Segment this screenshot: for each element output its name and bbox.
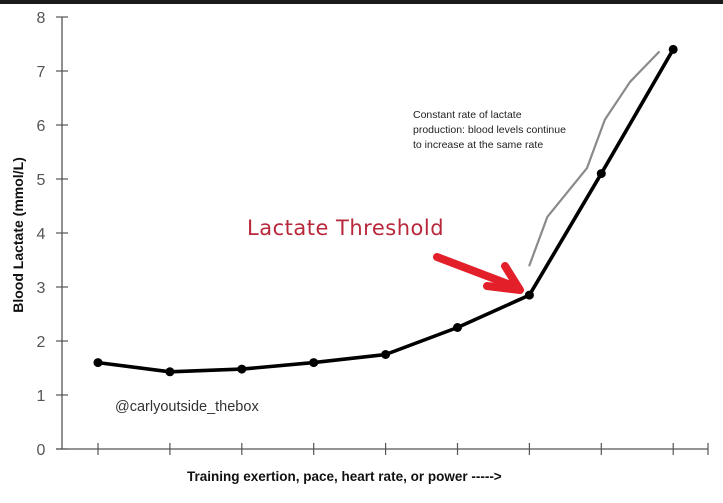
- data-point: [309, 358, 319, 368]
- data-point: [668, 44, 678, 54]
- lactate-series: [93, 44, 678, 377]
- reference-line: [528, 50, 660, 267]
- data-point: [237, 364, 247, 374]
- threshold-arrow-icon: [433, 253, 524, 294]
- top-border: [0, 0, 723, 4]
- y-tick-label: 1: [37, 388, 46, 405]
- data-point: [165, 367, 175, 377]
- data-point: [596, 169, 606, 179]
- x-axis-label: Training exertion, pace, heart rate, or …: [187, 469, 502, 484]
- data-point: [381, 350, 391, 359]
- data-point: [524, 290, 534, 300]
- data-point: [453, 323, 462, 332]
- constant-rate-annotation: Constant rate of lactate production: blo…: [413, 109, 566, 151]
- y-tick-label: 2: [37, 334, 46, 351]
- y-tick-label: 6: [37, 118, 46, 135]
- y-tick-label: 5: [37, 172, 46, 189]
- y-axis-label: Blood Lactate (mmol/L): [10, 157, 26, 313]
- y-tick-label: 7: [37, 64, 46, 81]
- lactate-threshold-label: Lactate Threshold: [247, 216, 445, 240]
- y-tick-label: 4: [37, 226, 46, 243]
- axes: 0 1 2 3 4 5 6 7 8: [37, 10, 709, 459]
- data-point: [93, 358, 103, 368]
- y-tick-label: 0: [37, 442, 46, 459]
- y-tick-label: 3: [37, 280, 46, 297]
- y-tick-label: 8: [37, 10, 46, 27]
- watermark: @carlyoutside_thebox: [115, 399, 259, 415]
